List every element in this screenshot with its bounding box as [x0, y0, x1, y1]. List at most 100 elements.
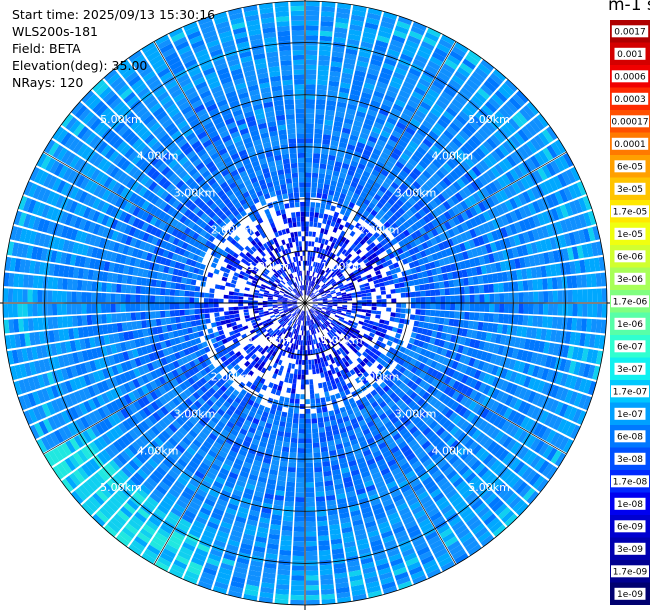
- ray-gate: [394, 530, 408, 539]
- ray-gate: [410, 366, 418, 374]
- ray-gate: [106, 499, 119, 513]
- ray-gate: [354, 329, 361, 334]
- ray-gate: [298, 319, 301, 325]
- ray-gate: [302, 340, 305, 346]
- ray-gate: [309, 309, 313, 314]
- ray-gate: [240, 412, 248, 420]
- ray-gate: [139, 528, 153, 540]
- ray-gate: [430, 360, 438, 369]
- ray-gate: [292, 550, 305, 556]
- ray-gate: [476, 405, 486, 417]
- ray-gate: [245, 317, 251, 322]
- ray-gate: [148, 352, 156, 362]
- ray-gate: [380, 374, 388, 382]
- ray-gate: [466, 347, 474, 357]
- ray-gate: [126, 498, 139, 511]
- ray-gate: [72, 315, 78, 327]
- ray-gate: [309, 324, 313, 330]
- ray-gate: [434, 317, 440, 324]
- ray-gate: [277, 564, 291, 571]
- ray-gate: [189, 309, 195, 315]
- ray-gate: [570, 424, 581, 440]
- ray-gate: [164, 403, 173, 413]
- ray-gate: [477, 530, 492, 543]
- ray-gate: [312, 349, 316, 355]
- ray-gate: [306, 599, 320, 605]
- ray-gate: [321, 318, 326, 323]
- ray-gate: [364, 453, 374, 462]
- ray-gate: [491, 499, 504, 513]
- ray-gate: [165, 413, 175, 423]
- ray-gate: [268, 311, 275, 315]
- ray-gate: [128, 544, 143, 556]
- ray-gate: [406, 371, 415, 380]
- ray-gate: [321, 361, 326, 368]
- ray-gate: [188, 333, 195, 340]
- ray-gate: [296, 324, 299, 330]
- ray-gate: [206, 493, 218, 503]
- ray-gate: [465, 472, 477, 484]
- ray-gate: [482, 422, 493, 434]
- ray-gate: [305, 74, 317, 80]
- ray-gate: [276, 405, 283, 412]
- ray-gate: [306, 5, 320, 12]
- ray-gate: [260, 586, 274, 594]
- ray-gate: [397, 458, 408, 467]
- ray-gate: [361, 506, 372, 514]
- ray-gate: [498, 506, 511, 520]
- ray-gate: [305, 364, 309, 370]
- ray-gate: [463, 320, 469, 329]
- ray-gate: [214, 400, 223, 408]
- ray-gate: [234, 396, 242, 404]
- ray-gate: [300, 325, 303, 331]
- ray-gate: [344, 388, 351, 396]
- ray-gate: [146, 428, 157, 439]
- ray-gate: [315, 486, 325, 492]
- ray-gate: [319, 35, 333, 42]
- ray-gate: [308, 315, 311, 321]
- ray-gate: [451, 520, 465, 532]
- ray-gate: [169, 289, 176, 296]
- ray-gate: [160, 280, 167, 288]
- ray-gate: [332, 469, 341, 476]
- ray-gate: [316, 192, 322, 199]
- ray-gate: [53, 429, 65, 444]
- ray-gate: [109, 496, 122, 509]
- ray-gate: [275, 440, 283, 447]
- ray-gate: [280, 60, 292, 66]
- ray-gate: [559, 358, 567, 372]
- ray-gate: [242, 492, 253, 500]
- ray-gate: [38, 420, 49, 435]
- ray-gate: [251, 438, 260, 446]
- ray-gate: [69, 437, 80, 451]
- ray-gate: [180, 364, 188, 373]
- ray-gate: [280, 321, 286, 326]
- ray-gate: [380, 429, 389, 437]
- ray-gate: [167, 539, 181, 550]
- ray-gate: [414, 315, 421, 321]
- ray-gate: [135, 438, 146, 449]
- ray-gate: [228, 404, 237, 413]
- ray-gate: [387, 373, 395, 381]
- ray-gate: [255, 375, 262, 382]
- ray-gate: [305, 497, 315, 503]
- ray-gate: [130, 303, 136, 312]
- ray-gate: [297, 138, 305, 144]
- ray-gate: [378, 425, 387, 433]
- ray-gate: [217, 420, 226, 429]
- ray-gate: [317, 304, 323, 306]
- ray-gate: [289, 153, 297, 159]
- ray-gate: [230, 344, 237, 350]
- ray-gate: [136, 423, 146, 434]
- ray-gate: [277, 475, 287, 482]
- ray-gate: [290, 590, 304, 596]
- ray-gate: [426, 329, 433, 337]
- ray-gate: [381, 530, 394, 539]
- ray-gate: [297, 143, 305, 149]
- ray-gate: [173, 503, 186, 514]
- ray-gate: [226, 336, 233, 342]
- ray-gate: [379, 332, 386, 338]
- ray-gate: [324, 421, 331, 427]
- ray-gate: [175, 316, 181, 323]
- ray-gate: [230, 445, 240, 454]
